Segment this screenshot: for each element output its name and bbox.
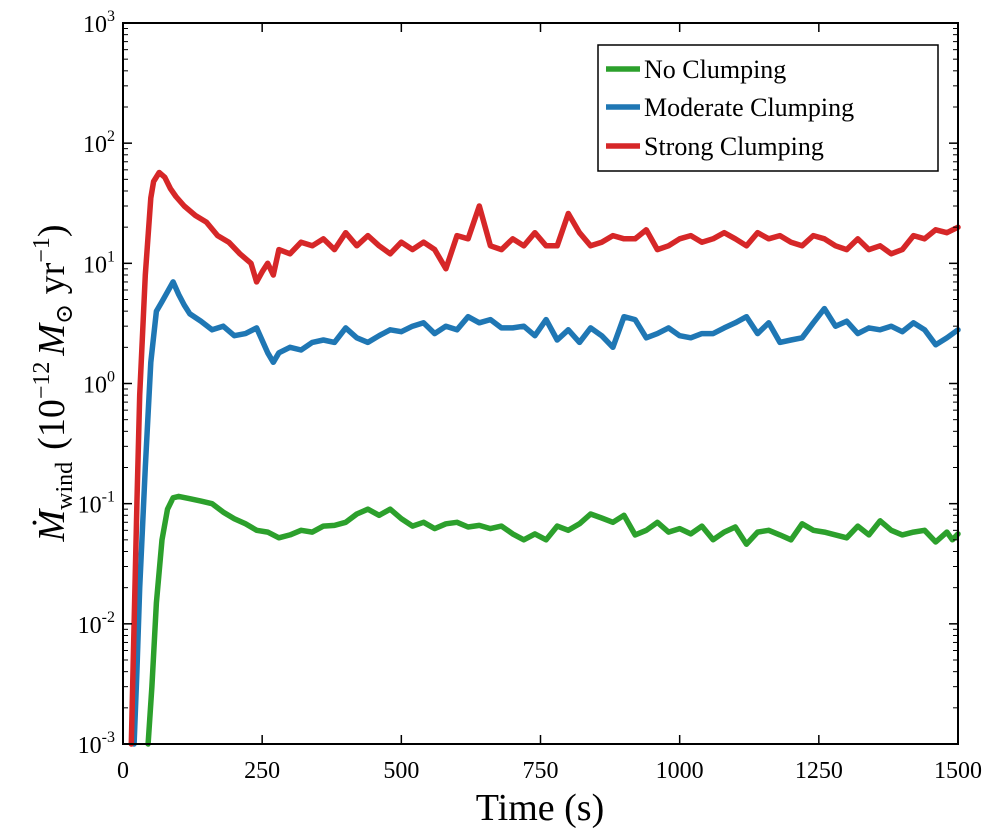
legend-label-no-clumping: No Clumping <box>644 55 786 84</box>
y-tick-label: 103 <box>83 8 115 38</box>
y-tick-label: 10-1 <box>78 489 115 519</box>
x-tick-label: 1000 <box>656 758 704 784</box>
tick-layer: 0 250 500 750 1000 1250 1500 10-3 10-2 10-1 100 101… <box>78 8 982 784</box>
y-tick-label: 102 <box>83 128 115 158</box>
x-tick-label: 1250 <box>795 758 843 784</box>
y-axis-label-main: Ṁ <box>31 507 73 542</box>
y-tick-label: 10-3 <box>78 729 115 759</box>
legend: No Clumping Moderate Clumping Strong Clu… <box>597 44 939 172</box>
legend-label-moderate-clumping: Moderate Clumping <box>644 93 854 122</box>
y-axis-label-units-post: ) <box>31 225 73 238</box>
y-axis-label-units-pre: (10 <box>31 399 73 450</box>
y-axis-label: Ṁwind (10−12 M⊙ yr−1) <box>29 225 78 543</box>
x-tick-label: 0 <box>117 758 129 784</box>
series-line-no-clumping <box>145 493 961 747</box>
series-layer <box>128 169 961 747</box>
series-line-strong-clumping <box>128 169 961 747</box>
x-axis-label: Time (s) <box>476 787 604 829</box>
x-tick-label: 500 <box>383 758 419 784</box>
y-axis-label-units-sub: ⊙ <box>52 304 78 324</box>
y-tick-label: 100 <box>83 369 115 399</box>
x-tick-label: 250 <box>244 758 280 784</box>
legend-box <box>597 44 939 172</box>
y-tick-label: 10-2 <box>78 609 115 639</box>
y-axis-label-units-yr: yr <box>31 262 73 304</box>
y-axis-label-units-mid: M <box>31 322 73 357</box>
x-tick-label: 750 <box>523 758 559 784</box>
x-tick-label: 1500 <box>934 758 982 784</box>
series-line-moderate-clumping <box>131 279 961 747</box>
y-tick-label: 101 <box>83 248 115 278</box>
y-axis-label-sub: wind <box>52 462 78 510</box>
y-axis-label-units-exp: −12 <box>29 362 55 400</box>
legend-label-strong-clumping: Strong Clumping <box>644 132 824 161</box>
y-axis-label-units-yr-exp: −1 <box>29 237 55 263</box>
